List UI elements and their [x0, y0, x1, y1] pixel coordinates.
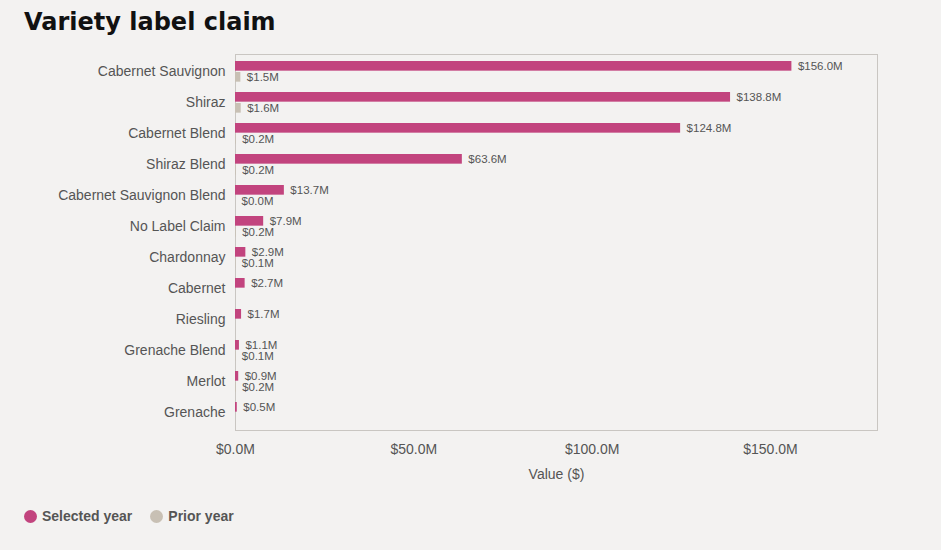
- svg-text:Value ($): Value ($): [529, 466, 585, 482]
- svg-text:Shiraz: Shiraz: [186, 94, 226, 110]
- svg-text:$0.0M: $0.0M: [242, 195, 274, 207]
- svg-text:$156.0M: $156.0M: [798, 60, 843, 72]
- svg-text:$2.7M: $2.7M: [251, 277, 283, 289]
- svg-text:$7.9M: $7.9M: [270, 215, 302, 227]
- svg-text:$0.5M: $0.5M: [243, 401, 275, 413]
- svg-text:$50.0M: $50.0M: [390, 441, 437, 457]
- svg-text:$0.0M: $0.0M: [216, 441, 255, 457]
- svg-text:$0.2M: $0.2M: [242, 133, 274, 145]
- svg-text:Chardonnay: Chardonnay: [149, 249, 225, 265]
- svg-text:$0.9M: $0.9M: [244, 370, 277, 382]
- svg-text:Grenache Blend: Grenache Blend: [124, 342, 225, 358]
- svg-text:No Label Claim: No Label Claim: [130, 218, 226, 234]
- svg-text:$1.5M: $1.5M: [247, 71, 279, 83]
- svg-text:Cabernet Blend: Cabernet Blend: [128, 125, 225, 141]
- svg-text:$63.6M: $63.6M: [468, 153, 506, 165]
- svg-text:$1.1M: $1.1M: [245, 339, 278, 351]
- svg-text:$0.1M: $0.1M: [242, 350, 274, 362]
- svg-text:Cabernet: Cabernet: [168, 280, 226, 296]
- svg-text:$2.9M: $2.9M: [251, 246, 284, 258]
- svg-text:$1.7M: $1.7M: [248, 308, 280, 320]
- svg-text:$1.6M: $1.6M: [247, 102, 279, 114]
- svg-text:$138.8M: $138.8M: [737, 91, 782, 103]
- svg-text:$124.8M: $124.8M: [687, 122, 732, 134]
- svg-text:Shiraz Blend: Shiraz Blend: [146, 156, 225, 172]
- svg-text:Cabernet Sauvignon: Cabernet Sauvignon: [98, 63, 226, 79]
- svg-text:Riesling: Riesling: [176, 311, 226, 327]
- svg-text:Grenache: Grenache: [164, 404, 226, 420]
- svg-text:$13.7M: $13.7M: [290, 184, 328, 196]
- svg-text:Cabernet Sauvignon Blend: Cabernet Sauvignon Blend: [58, 187, 225, 203]
- svg-text:$0.2M: $0.2M: [242, 381, 274, 393]
- svg-text:Merlot: Merlot: [187, 373, 226, 389]
- html-text:Selected year: Selected year: [42, 508, 133, 524]
- svg-text:$0.1M: $0.1M: [242, 257, 274, 269]
- svg-text:$100.0M: $100.0M: [565, 441, 619, 457]
- html-text:Variety label claim: Variety label claim: [24, 8, 276, 36]
- svg-text:$0.2M: $0.2M: [242, 164, 274, 176]
- svg-text:$0.2M: $0.2M: [242, 226, 274, 238]
- html-text:Prior year: Prior year: [168, 508, 234, 524]
- svg-text:$150.0M: $150.0M: [743, 441, 797, 457]
